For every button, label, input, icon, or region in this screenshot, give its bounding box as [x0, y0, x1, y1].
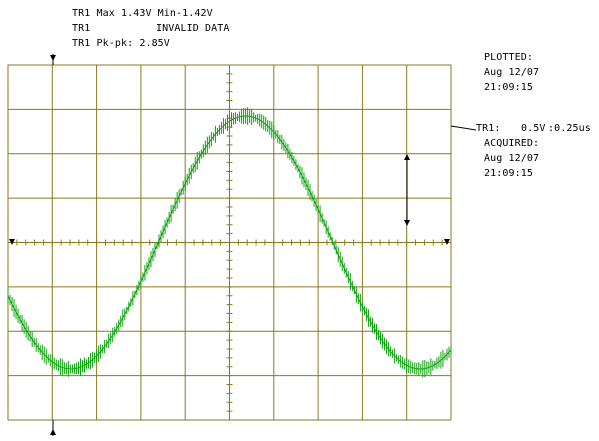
- trace-label-leader: [450, 125, 477, 131]
- volts-per-div: 0.5V: [521, 123, 546, 134]
- acquired-label: ACQUIRED:: [484, 138, 540, 149]
- ground-marker-left: [9, 239, 15, 245]
- time-per-div: :0.25us: [548, 123, 591, 134]
- max-min-readout: TR1 Max 1.43V Min-1.42V: [72, 8, 213, 19]
- trigger-position-top-marker: [50, 55, 56, 61]
- trace-scale-label: TR1:: [476, 123, 501, 134]
- status-invalid-data: INVALID DATA: [156, 23, 230, 34]
- plotted-date: Aug 12/07: [484, 67, 540, 78]
- acquired-date: Aug 12/07: [484, 153, 540, 164]
- trigger-level-bottom-marker: [404, 220, 410, 226]
- trace-tr1: [7, 107, 452, 378]
- trigger-level-top-marker: [404, 154, 410, 160]
- trigger-position-bottom-marker: [50, 429, 56, 435]
- trigger-markers: [9, 54, 477, 436]
- trace-label: TR1: [72, 23, 91, 34]
- plotted-time: 21:09:15: [484, 82, 533, 93]
- pk-pk-readout: TR1 Pk-pk: 2.85V: [72, 38, 170, 49]
- plotted-label: PLOTTED:: [484, 52, 533, 63]
- acquired-time: 21:09:15: [484, 168, 533, 179]
- ground-marker-right: [444, 239, 450, 245]
